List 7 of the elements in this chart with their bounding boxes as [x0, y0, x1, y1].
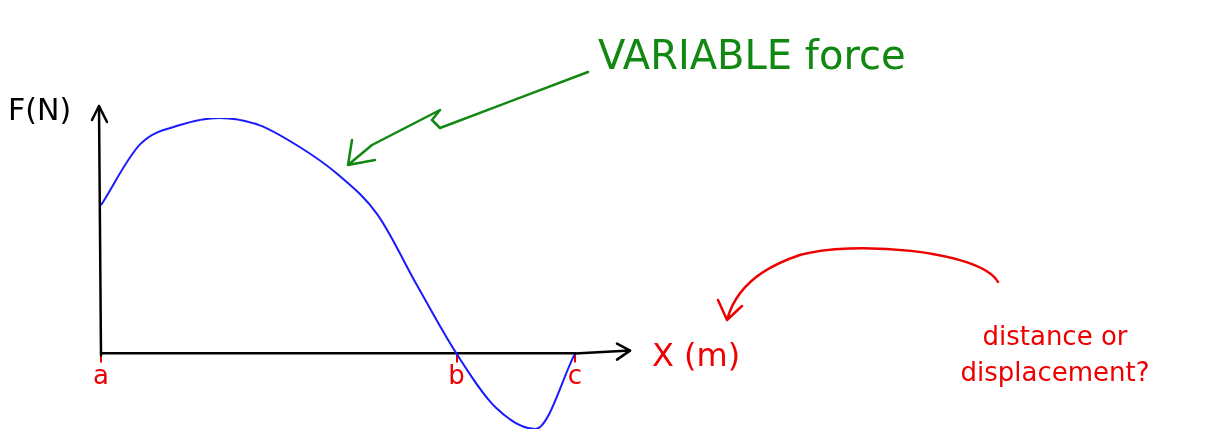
x-tick-label: a — [93, 359, 109, 390]
text: distance or displacement? — [959, 320, 1151, 390]
y-axis-title: F(N) — [8, 92, 72, 127]
x-tick-label: c — [567, 359, 583, 390]
text: VARIABLE force — [598, 32, 906, 78]
x-tick-label: b — [448, 359, 465, 390]
x-axis-title: X (m) — [652, 336, 741, 374]
